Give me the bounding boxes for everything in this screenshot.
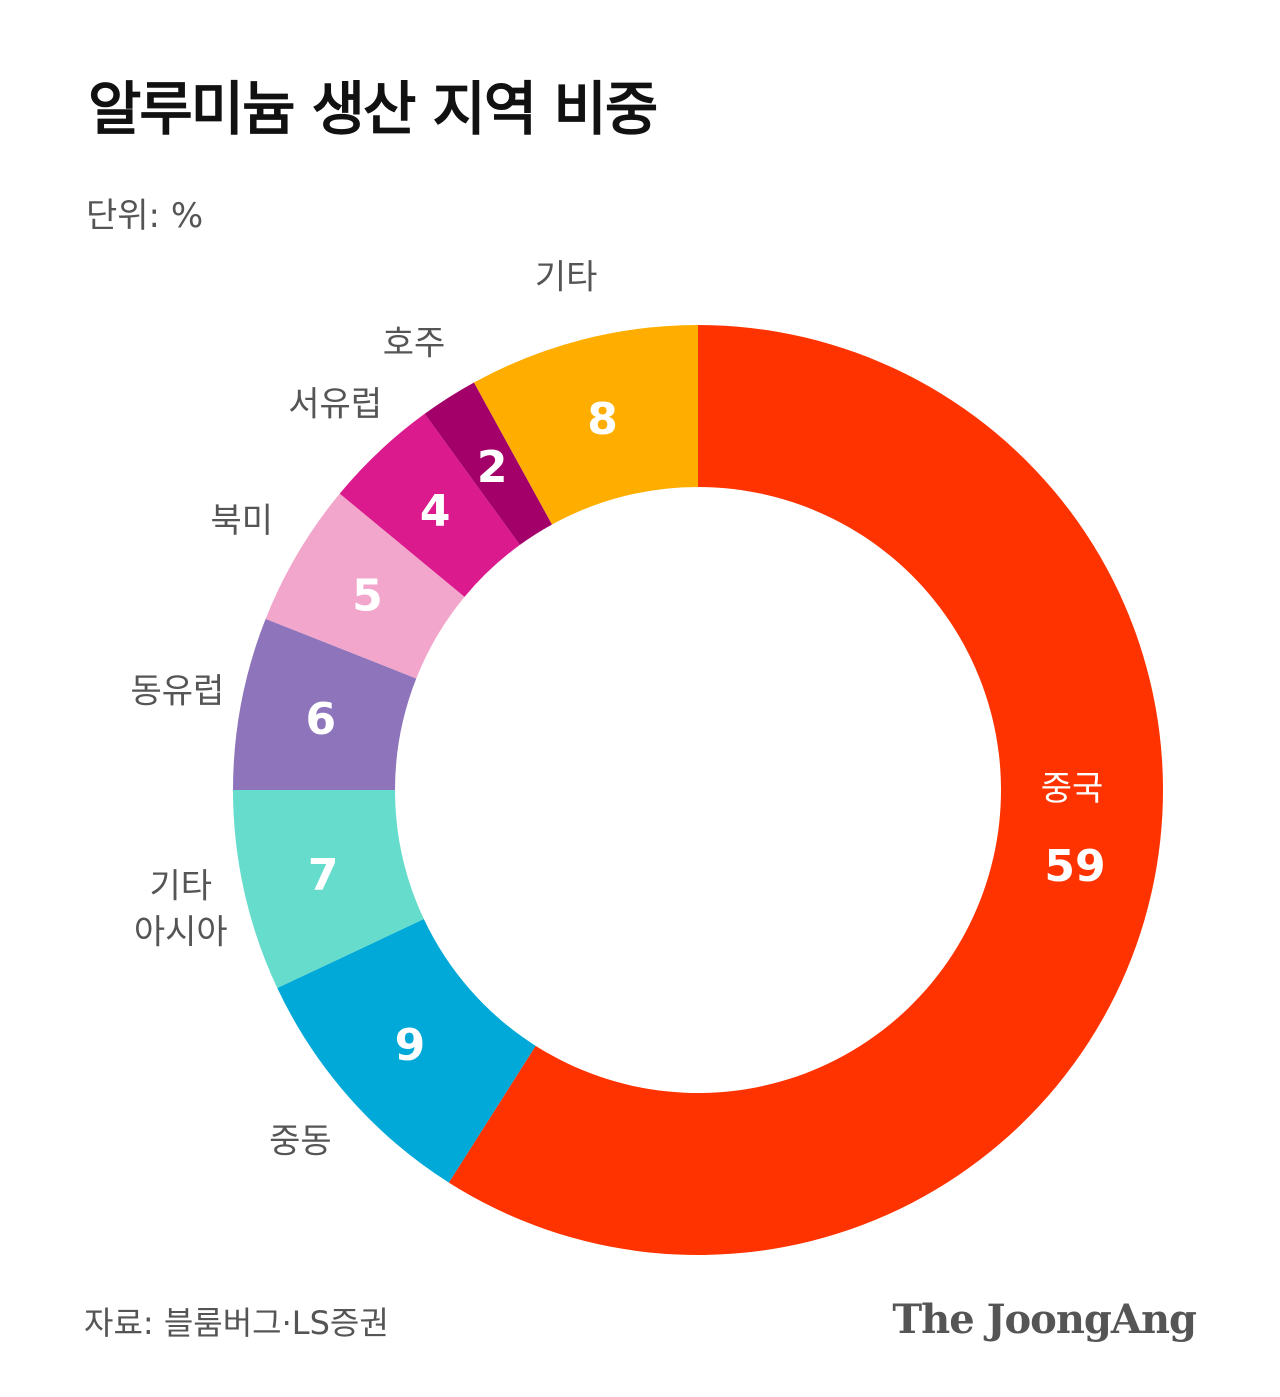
unit-label: 단위: % bbox=[86, 196, 204, 236]
donut-slice bbox=[265, 493, 465, 679]
donut-slice bbox=[233, 618, 417, 790]
publisher-logo: The JoongAng bbox=[892, 1296, 1197, 1343]
category-label: 중국 bbox=[1041, 769, 1104, 809]
value-label: 5 bbox=[352, 571, 383, 622]
category-label: 호주 bbox=[383, 324, 446, 364]
value-label: 59 bbox=[1044, 841, 1105, 892]
category-label: 북미 bbox=[211, 501, 274, 541]
donut-slice bbox=[424, 382, 553, 545]
category-label: 기타 bbox=[535, 258, 598, 298]
value-label: 6 bbox=[305, 694, 336, 745]
donut-slice bbox=[277, 919, 536, 1183]
category-label: 동유럽 bbox=[130, 672, 224, 712]
source-note: 자료: 블룸버그·LS증권 bbox=[84, 1304, 389, 1342]
donut-slice bbox=[233, 790, 424, 988]
value-label: 9 bbox=[395, 1020, 426, 1071]
category-label: 중동 bbox=[269, 1121, 332, 1161]
donut-slice bbox=[339, 413, 520, 597]
donut-slice bbox=[473, 325, 698, 525]
chart-title: 알루미늄 생산 지역 비중 bbox=[88, 75, 658, 143]
value-label: 8 bbox=[587, 394, 618, 445]
value-label: 7 bbox=[308, 850, 339, 901]
donut-slice bbox=[448, 325, 1164, 1255]
value-label: 2 bbox=[477, 442, 508, 493]
value-label: 4 bbox=[420, 486, 451, 537]
category-label: 서유럽 bbox=[288, 385, 382, 425]
category-label: 기타 아시아 bbox=[134, 867, 228, 953]
